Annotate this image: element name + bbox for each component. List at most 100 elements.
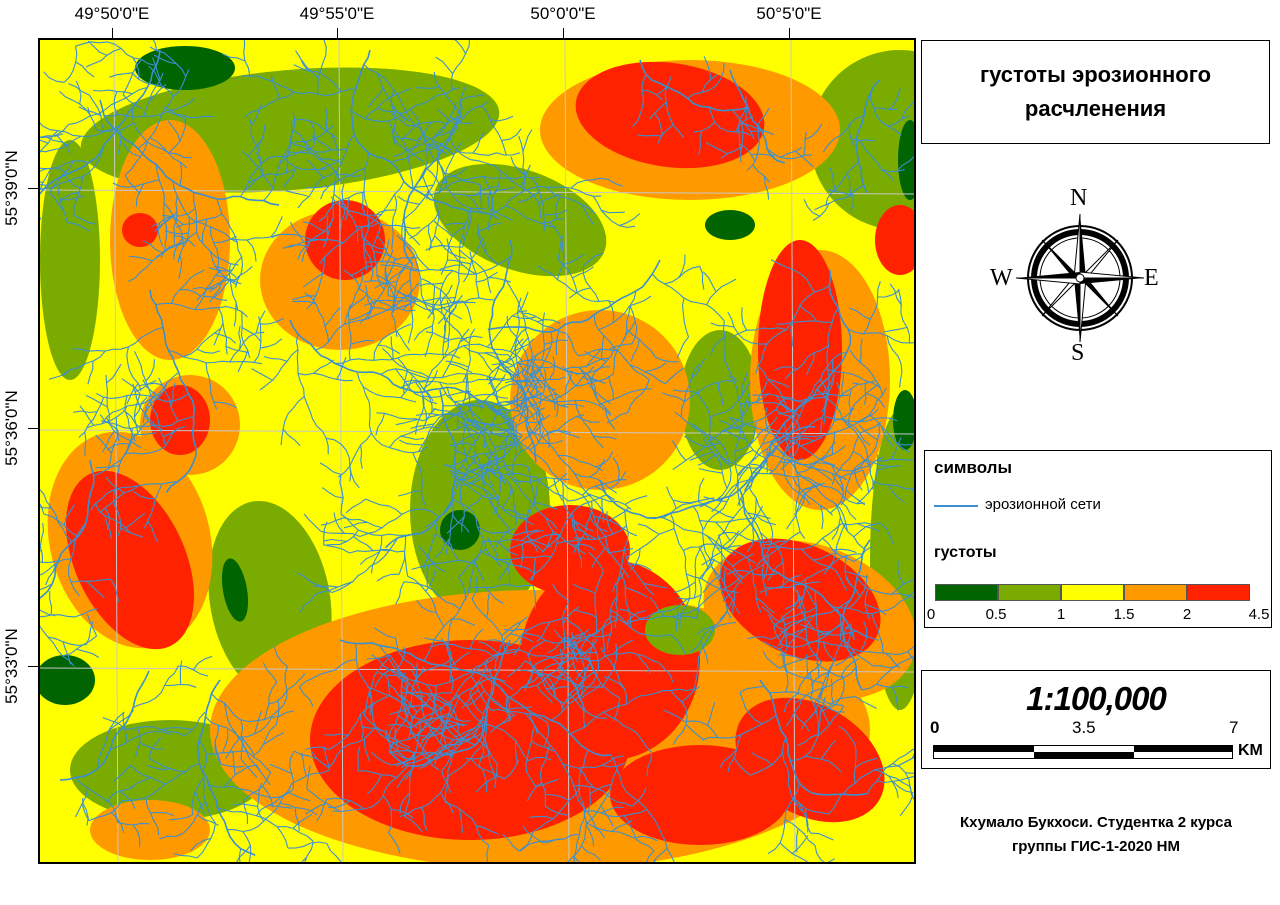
stream-line (327, 216, 328, 240)
scale-label: 7 (1229, 718, 1238, 738)
stream-line (146, 359, 155, 381)
legend-class-swatch (1061, 584, 1124, 601)
stream-line (243, 832, 251, 865)
stream-line (324, 540, 348, 542)
stream-line (354, 537, 373, 551)
stream-line (426, 168, 440, 187)
stream-line (80, 406, 94, 426)
stream-line (511, 863, 571, 864)
map-view[interactable] (38, 38, 916, 864)
stream-line-symbol (934, 505, 978, 507)
stream-line (382, 348, 429, 377)
stream-line (399, 440, 422, 445)
longitude-label: 50°5'0"E (756, 4, 821, 24)
density-map (40, 40, 916, 864)
stream-line (234, 266, 253, 281)
stream-line (297, 334, 329, 454)
stream-line (139, 383, 163, 386)
stream-line (699, 478, 705, 501)
stream-line (77, 649, 99, 657)
author-credit-line2: группы ГИС-1-2020 НМ (921, 838, 1271, 855)
stream-line (711, 323, 734, 327)
stream-line (59, 91, 90, 115)
stream-line (231, 235, 278, 240)
north-arrow: N S E W (990, 180, 1170, 370)
stream-line (197, 349, 220, 353)
stream-line (684, 544, 736, 555)
stream-line (742, 307, 747, 330)
stream-line (700, 266, 704, 289)
density-zone (40, 655, 95, 705)
stream-line (40, 201, 41, 219)
stream-line (391, 336, 393, 360)
compass-east-label: E (1144, 265, 1159, 292)
stream-line (419, 283, 443, 285)
stream-line (40, 523, 43, 562)
stream-line (523, 130, 532, 152)
stream-line (241, 40, 250, 76)
legend-density-heading: густоты (934, 544, 997, 562)
stream-line (910, 786, 916, 808)
stream-line (501, 863, 511, 864)
stream-line (314, 360, 334, 373)
stream-line (64, 46, 77, 82)
stream-line (429, 225, 432, 249)
stream-line (40, 606, 55, 616)
stream-line (587, 493, 631, 509)
stream-line (374, 210, 396, 217)
stream-line (107, 364, 122, 383)
density-zone (705, 210, 755, 240)
stream-line (813, 203, 829, 220)
stream-line (304, 514, 321, 531)
stream-line (399, 535, 405, 574)
stream-line (912, 736, 916, 758)
stream-line (811, 833, 834, 840)
longitude-tick (563, 28, 564, 38)
legend-class-break: 4.5 (1249, 606, 1270, 623)
compass-south-label: S (1071, 340, 1084, 367)
longitude-tick (112, 28, 113, 38)
legend-heading: символы (934, 458, 1012, 478)
stream-line (504, 629, 528, 630)
stream-line (40, 615, 75, 617)
stream-line (322, 488, 343, 498)
legend-class-break: 1 (1057, 606, 1065, 623)
stream-line (396, 582, 404, 604)
stream-line (86, 49, 121, 67)
stream-line (569, 288, 590, 298)
latitude-tick (28, 428, 38, 429)
legend-class-break: 2 (1183, 606, 1191, 623)
stream-line (601, 210, 625, 212)
latitude-label: 55°39'0"N (2, 150, 22, 226)
stream-line (442, 329, 469, 378)
stream-line (178, 666, 208, 676)
stream-line (625, 496, 647, 505)
stream-line (40, 494, 44, 514)
latitude-tick (28, 188, 38, 189)
stream-line (652, 274, 724, 321)
stream-line (68, 84, 89, 95)
stream-line (260, 350, 298, 391)
longitude-label: 49°50'0"E (75, 4, 150, 24)
stream-line (396, 419, 419, 425)
stream-line (346, 499, 366, 513)
stream-line (293, 857, 307, 864)
stream-line (260, 339, 282, 348)
density-zone (610, 745, 790, 845)
density-zone (680, 330, 760, 470)
stream-line (93, 90, 133, 94)
stream-line (665, 266, 700, 284)
stream-line (341, 514, 422, 536)
stream-line (683, 298, 689, 337)
stream-line (230, 332, 264, 362)
stream-line (463, 301, 471, 323)
stream-line (320, 463, 341, 475)
stream-line (122, 379, 140, 394)
stream-line (376, 413, 385, 435)
map-title-box: густоты эрозионного расчленения (921, 40, 1270, 144)
stream-line (180, 661, 181, 685)
stream-line (350, 466, 360, 488)
stream-line (667, 487, 677, 509)
stream-line (288, 842, 327, 848)
longitude-label: 49°55'0"E (300, 4, 375, 24)
